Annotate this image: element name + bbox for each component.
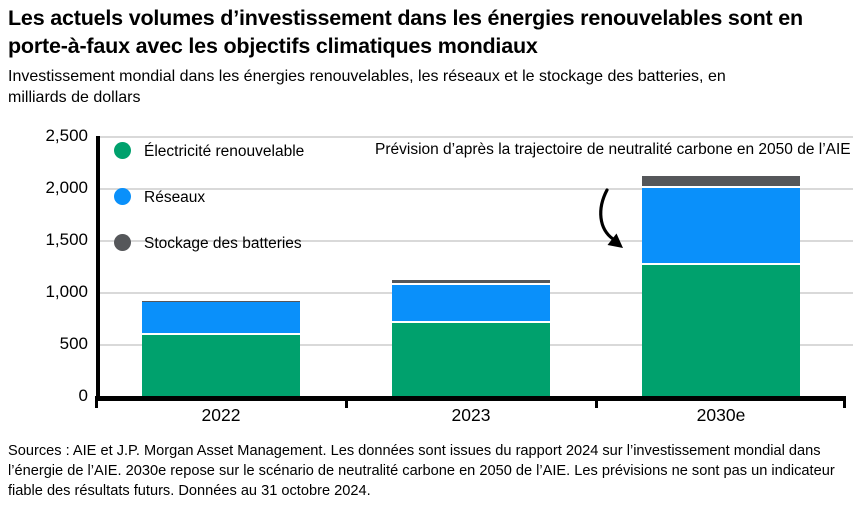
x-axis-tick <box>95 396 98 408</box>
gridline <box>100 240 853 242</box>
x-axis-label: 2023 <box>451 405 491 425</box>
source-note: Sources : AIE et J.P. Morgan Asset Manag… <box>8 443 835 499</box>
y-tick-label: 2,000 <box>45 178 88 197</box>
forecast-annotation: Prévision d’après la trajectoire de neut… <box>375 141 851 158</box>
legend-label: Stockage des batteries <box>144 235 302 252</box>
bar-segment <box>392 285 550 323</box>
x-axis-tick <box>843 396 846 408</box>
legend-label: Électricité renouvelable <box>144 143 305 160</box>
legend-item: Réseaux <box>114 187 304 208</box>
gridline <box>100 136 853 138</box>
x-axis-tick <box>595 396 598 408</box>
bar-segment <box>142 335 300 396</box>
legend-item: Électricité renouvelable <box>114 141 304 162</box>
y-tick-label: 1,000 <box>45 282 88 301</box>
y-tick-label: 0 <box>78 386 88 405</box>
y-tick-label: 500 <box>59 334 88 353</box>
gridline <box>100 188 853 190</box>
legend-dot-icon <box>114 142 131 159</box>
y-tick-label: 1,500 <box>45 230 88 249</box>
bar-segment <box>142 302 300 335</box>
y-tick-label: 2,500 <box>45 126 88 145</box>
bar-segment <box>642 176 800 188</box>
page-title: Les actuels volumes d’investissement dan… <box>8 6 803 58</box>
legend-dot-icon <box>114 234 131 251</box>
bar-segment <box>142 301 300 302</box>
legend-label: Réseaux <box>144 189 206 206</box>
legend-dot-icon <box>114 188 131 205</box>
legend: Électricité renouvelable Réseaux Stockage … <box>114 141 304 254</box>
chart-subtitle: Investissement mondial dans les énergies… <box>8 68 726 106</box>
bar-segment <box>392 323 550 396</box>
x-axis-tick <box>345 396 348 408</box>
legend-item: Stockage des batteries <box>114 233 304 254</box>
annotation-arrow-icon <box>599 188 623 248</box>
x-axis-label: 2030e <box>696 405 746 425</box>
bar-segment <box>642 265 800 396</box>
x-axis-label: 2022 <box>201 405 241 425</box>
x-axis-line <box>95 396 846 401</box>
bar-segment <box>392 280 550 285</box>
y-axis-labels: 0 500 1,000 1,500 2,000 2,500 <box>0 126 88 405</box>
bar-segment <box>642 188 800 265</box>
plot-area: Électricité renouvelable Réseaux Stockage … <box>96 136 853 396</box>
